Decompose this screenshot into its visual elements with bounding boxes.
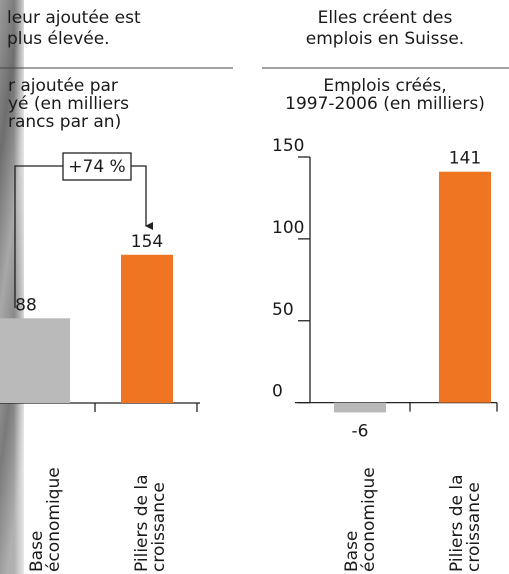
x-tick-label: Baseéconomique bbox=[342, 467, 379, 572]
x-tick-label: Baseéconomique bbox=[27, 467, 64, 572]
y-tick-label: 150 bbox=[272, 136, 304, 156]
y-tick-label: 50 bbox=[272, 300, 294, 320]
x-tick-label: Piliers de lacroissance bbox=[447, 474, 484, 572]
annotation: +74 % bbox=[68, 157, 125, 177]
chart-subtitle: Emplois créés, bbox=[323, 76, 446, 96]
chart-title: emplois en Suisse. bbox=[306, 29, 464, 49]
bar bbox=[439, 172, 491, 403]
value-label: 154 bbox=[131, 232, 163, 252]
chart-subtitle: r ajoutée par bbox=[8, 76, 118, 96]
bar bbox=[0, 318, 70, 403]
y-tick-label: 0 bbox=[272, 382, 283, 402]
x-tick-label: Piliers de lacroissance bbox=[132, 474, 169, 572]
bar bbox=[334, 403, 386, 413]
value-label: -6 bbox=[352, 421, 369, 441]
chart-subtitle: yé (en milliers bbox=[8, 94, 129, 114]
chart-subtitle: 1997-2006 (en milliers) bbox=[285, 94, 485, 114]
value-label: 88 bbox=[15, 295, 37, 315]
chart-title: leur ajoutée est bbox=[7, 8, 141, 28]
value-label: 141 bbox=[449, 149, 481, 169]
chart-title: Elles créent des bbox=[318, 8, 453, 28]
y-tick-label: 100 bbox=[272, 218, 304, 238]
bracket-arrow bbox=[131, 166, 146, 226]
chart-title: plus élevée. bbox=[7, 29, 110, 49]
bar bbox=[121, 255, 173, 403]
chart-subtitle: rancs par an) bbox=[8, 112, 121, 132]
chart: +74 % leur ajoutée estplus élevée. r ajou… bbox=[0, 0, 509, 574]
